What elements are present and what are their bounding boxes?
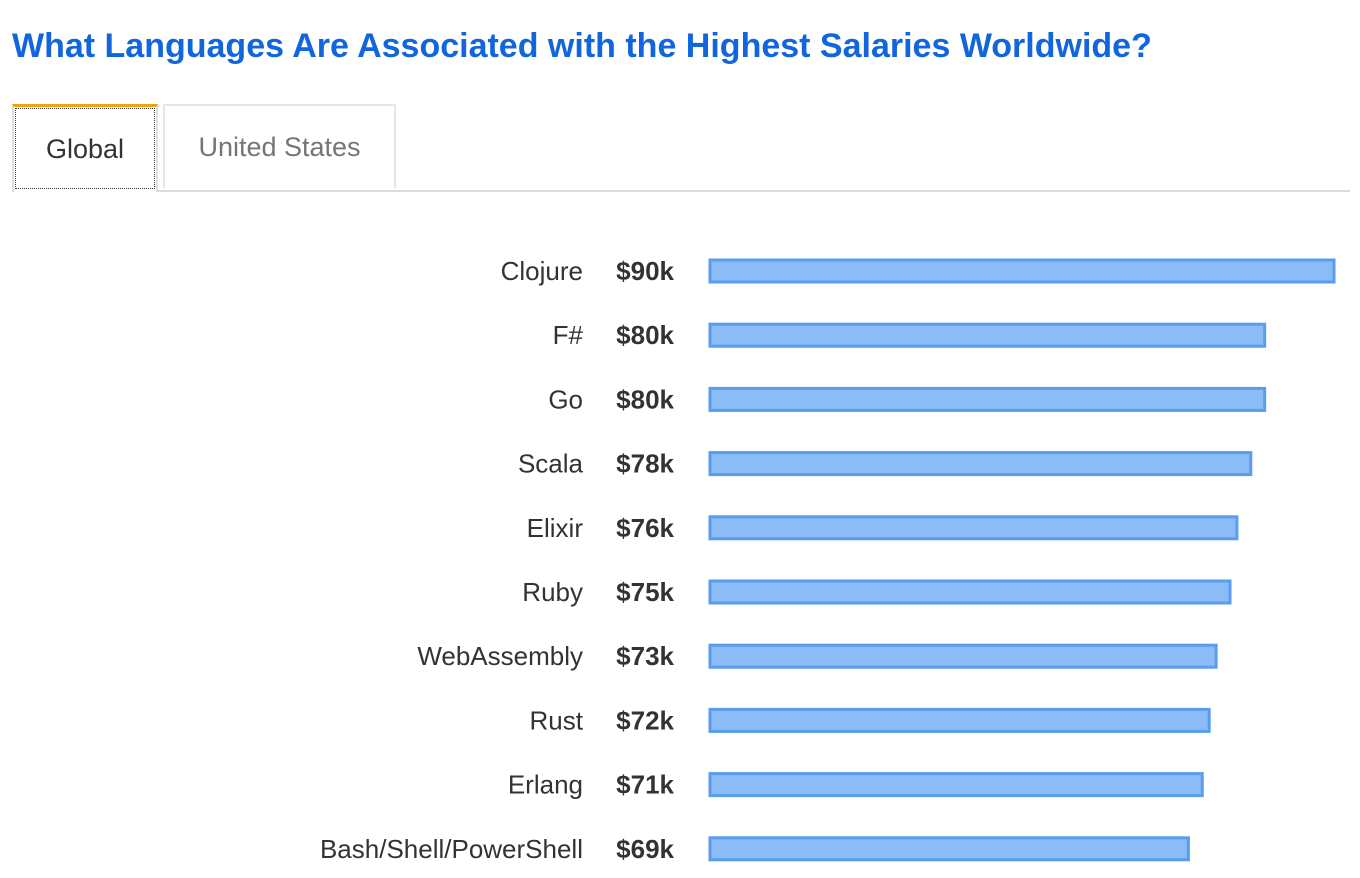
category-label: Go <box>548 384 583 414</box>
salary-bar[interactable] <box>708 579 1232 605</box>
salary-bar[interactable] <box>708 836 1190 862</box>
salary-bar[interactable] <box>708 772 1204 798</box>
value-label: $80k <box>616 384 674 414</box>
tab-united-states-label: United States <box>198 131 361 162</box>
page-title: What Languages Are Associated with the H… <box>12 27 1152 65</box>
category-label: Rust <box>530 705 584 735</box>
value-label: $90k <box>616 256 674 286</box>
salary-bar[interactable] <box>708 707 1211 733</box>
salary-bar[interactable] <box>708 515 1239 541</box>
category-label: WebAssembly <box>417 641 583 671</box>
category-label: Ruby <box>522 577 583 607</box>
value-label: $72k <box>616 705 674 735</box>
category-label: F# <box>553 320 584 350</box>
bar-row: Go $80k <box>548 384 1267 414</box>
bar-row: Clojure $90k <box>501 256 1336 286</box>
value-label: $71k <box>616 770 674 800</box>
bar-row: F# $80k <box>553 320 1267 350</box>
bar-row: Scala $78k <box>518 449 1253 479</box>
bar-row: Erlang $71k <box>508 770 1204 800</box>
bar-row: Bash/Shell/PowerShell $69k <box>320 834 1190 864</box>
tab-global[interactable]: Global <box>12 104 158 192</box>
salary-bar[interactable] <box>708 643 1218 669</box>
category-label: Clojure <box>501 256 583 286</box>
bar-row: Rust $72k <box>530 705 1211 735</box>
bar-row: Ruby $75k <box>522 577 1232 607</box>
bar-row: WebAssembly $73k <box>417 641 1218 671</box>
bar-row: Elixir $76k <box>527 513 1239 543</box>
tab-united-states[interactable]: United States <box>163 104 396 188</box>
category-label: Elixir <box>527 513 584 543</box>
value-label: $75k <box>616 577 674 607</box>
category-label: Bash/Shell/PowerShell <box>320 834 583 864</box>
salary-bar[interactable] <box>708 258 1336 284</box>
value-label: $78k <box>616 449 674 479</box>
salary-bar[interactable] <box>708 451 1253 477</box>
tab-global-label: Global <box>45 134 125 164</box>
value-label: $76k <box>616 513 674 543</box>
salary-bar[interactable] <box>708 386 1267 412</box>
category-label: Erlang <box>508 770 583 800</box>
salary-bar[interactable] <box>708 322 1267 348</box>
value-label: $69k <box>616 834 674 864</box>
value-label: $80k <box>616 320 674 350</box>
value-label: $73k <box>616 641 674 671</box>
category-label: Scala <box>518 449 584 479</box>
